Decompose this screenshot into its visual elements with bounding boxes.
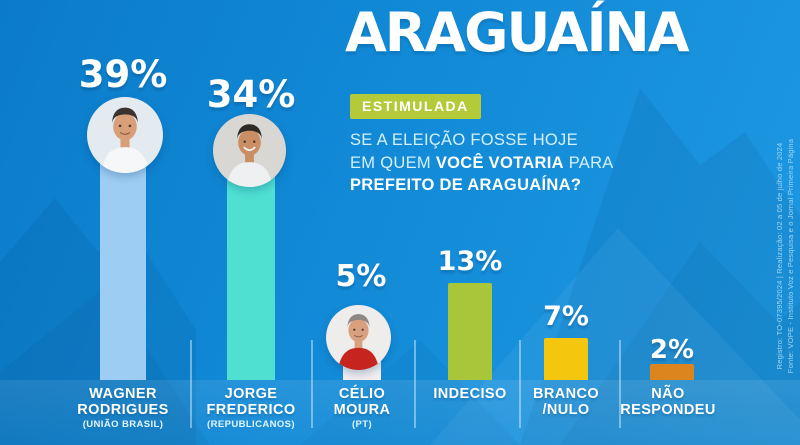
chart-floor-band — [0, 380, 800, 445]
registration-credits: Registro: TO-07395/2024 | Realização: 02… — [775, 41, 797, 445]
credits-registro-line: Registro: TO-07395/2024 | Realização: 02… — [775, 142, 784, 370]
percentage-label: 2% — [649, 335, 695, 365]
person-avatar-icon — [213, 114, 286, 187]
credits-fonte-line: Fonte: VOPE - Instituto Voz e Pesquisa e… — [785, 138, 795, 374]
stimulated-badge: ESTIMULADA — [350, 94, 481, 119]
percentage-label: 39% — [78, 53, 168, 96]
person-avatar-icon — [87, 97, 163, 173]
result-bar — [448, 283, 492, 380]
result-bar — [100, 145, 146, 380]
column-divider — [519, 340, 521, 428]
percentage-label: 13% — [437, 246, 503, 277]
column-divider — [414, 340, 416, 428]
column-divider — [311, 340, 313, 428]
candidate-name: JORGE FREDERICO — [206, 386, 296, 418]
page-title: ARAGUAÍNA — [345, 1, 690, 64]
result-bar — [227, 175, 275, 380]
column-divider — [619, 340, 621, 428]
result-bar — [650, 364, 694, 380]
percentage-label: 7% — [543, 301, 589, 332]
person-avatar-icon — [326, 305, 391, 370]
answer-label: NÃO RESPONDEU — [620, 386, 716, 418]
candidate-name: WAGNER RODRIGUES — [77, 386, 169, 418]
percentage-label: 5% — [335, 259, 387, 294]
candidate-name: CÉLIO MOURA — [333, 386, 391, 418]
answer-label: INDECISO — [433, 386, 507, 402]
answer-label: BRANCO /NULO — [532, 386, 600, 418]
result-bar — [544, 338, 588, 380]
poll-question: SE A ELEIÇÃO FOSSE HOJE EM QUEM VOCÊ VOT… — [350, 129, 710, 197]
column-divider — [190, 340, 192, 428]
party-label: (UNIÃO BRASIL) — [82, 419, 164, 430]
percentage-label: 34% — [206, 73, 296, 116]
question-line-3: PREFEITO DE ARAGUAÍNA? — [350, 176, 582, 194]
question-line-2: EM QUEM VOCÊ VOTARIA PARA — [350, 153, 614, 172]
candidate-photo — [326, 305, 391, 370]
candidate-photo — [213, 114, 286, 187]
candidate-photo — [87, 97, 163, 173]
party-label: (REPUBLICANOS) — [207, 419, 295, 430]
party-label: (PT) — [351, 419, 373, 430]
question-line-1: SE A ELEIÇÃO FOSSE HOJE — [350, 131, 578, 149]
